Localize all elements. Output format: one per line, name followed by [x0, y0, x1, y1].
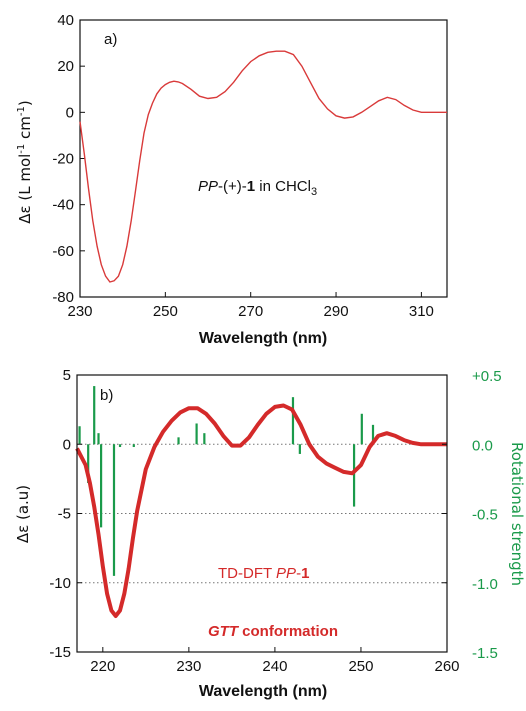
panel-b-y-axis-label: Δε (a.u) [14, 485, 32, 543]
panel-b-y-tick-label: 5 [63, 367, 71, 384]
panel-b-x-axis-label: Wavelength (nm) [199, 683, 327, 700]
panel-a-y-tick-label: -40 [52, 197, 74, 214]
panel-a-ticks: 230 250 270 290 310 40 20 0 -20 -40 -60 -80 [52, 12, 434, 320]
panel-b-y-tick-label: -5 [58, 506, 71, 523]
panel-b-annotation-tddft: TD-DFT PP-1 [218, 565, 309, 582]
panel-b-rotational-strength-sticks [78, 386, 375, 576]
panel-a-cd-spectrum-line [79, 50, 447, 283]
panel-b-y2-tick-label: -0.5 [472, 507, 498, 524]
panel-a-x-tick-label: 290 [324, 303, 349, 320]
panel-b-x-tick-label: 240 [262, 658, 287, 675]
panel-b-x-tick-label: 250 [348, 658, 373, 675]
panel-a-x-tick-label: 310 [409, 303, 434, 320]
panel-a-y-tick-label: 20 [57, 58, 74, 75]
panel-b-chart: 220 230 240 250 260 5 0 -5 -10 -15 +0.5 0.0 -0.5 -1.0… [14, 367, 526, 700]
panel-a-chart: 230 250 270 290 310 40 20 0 -20 -40 -60 -80 a) PP-(… [16, 12, 448, 347]
panel-a-x-axis-label: Wavelength (nm) [199, 330, 327, 347]
panel-b-y-tick-label: 0 [63, 436, 71, 453]
panel-b-annotation-conformation: GTT conformation [208, 623, 338, 640]
panel-b-y2-tick-label: 0.0 [472, 437, 493, 454]
panel-b-y-tick-label: -10 [49, 575, 71, 592]
panel-b-tddft-curve [75, 403, 447, 618]
panel-b-y-tick-label: -15 [49, 644, 71, 661]
panel-a-plot-frame [79, 19, 448, 298]
panel-a-x-tick-label: 230 [67, 303, 92, 320]
panel-a-x-tick-label: 270 [238, 303, 263, 320]
panel-b-y2-tick-label: +0.5 [472, 368, 502, 385]
panel-a-annotation: PP-(+)-1 in CHCl3 [198, 178, 317, 198]
panel-b-y2-tick-label: -1.5 [472, 645, 498, 662]
panel-b-x-tick-label: 260 [434, 658, 459, 675]
panel-a-y-tick-label: -60 [52, 243, 74, 260]
panel-b-label: b) [100, 387, 113, 404]
panel-a-y-tick-label: 0 [66, 104, 74, 121]
panel-b-ticks: 220 230 240 250 260 5 0 -5 -10 -15 +0.5 0.0 -0.5 -1.0… [49, 367, 501, 675]
panel-a-y-tick-label: -80 [52, 289, 74, 306]
panel-b-y2-axis-label: Rotational strength [508, 442, 526, 586]
panel-a-label: a) [104, 31, 117, 48]
panel-a-y-tick-label: 40 [57, 12, 74, 29]
panel-a-y-tick-label: -20 [52, 151, 74, 168]
panel-a-x-tick-label: 250 [153, 303, 178, 320]
panel-a-y-axis-label: Δε (L mol-1 cm-1) [16, 100, 34, 224]
panel-b-x-tick-label: 220 [90, 658, 115, 675]
panel-b-x-tick-label: 230 [176, 658, 201, 675]
panel-b-y2-tick-label: -1.0 [472, 576, 498, 593]
panel-b-gridlines [77, 443, 447, 584]
